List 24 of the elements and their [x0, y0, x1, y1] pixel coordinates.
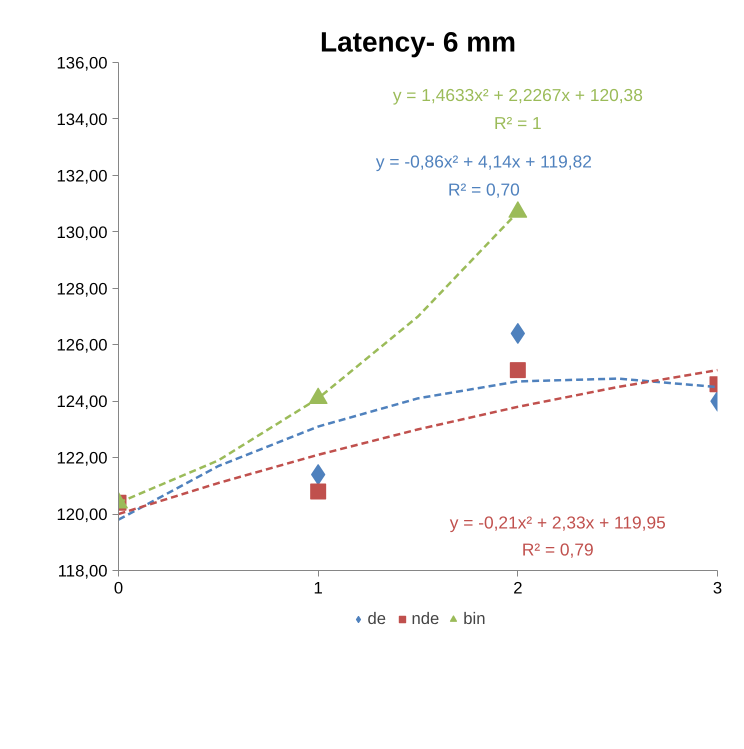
- legend-label: de: [367, 608, 388, 628]
- y-tick-label: 128,00: [56, 279, 108, 298]
- y-tick-label: 130,00: [56, 222, 108, 242]
- x-tick-label: 2: [513, 578, 522, 598]
- chart-title: Latency- 6 mm: [320, 26, 516, 58]
- y-tick-label: 118,00: [58, 562, 108, 580]
- annotation: y = -0,86x² + 4,14x + 119,82: [376, 151, 592, 172]
- annotation: R² = 0,70: [448, 180, 520, 200]
- y-tick-label: 126,00: [56, 336, 108, 355]
- legend-label: nde: [411, 608, 440, 628]
- y-tick-label: 134,00: [56, 110, 108, 129]
- y-tick-label: 124,00: [56, 392, 108, 412]
- x-tick-label: 0: [114, 578, 124, 598]
- annotation: R² = 0,79: [522, 539, 594, 560]
- y-tick-label: 136,00: [56, 54, 108, 72]
- y-tick-label: 122,00: [56, 448, 108, 468]
- y-tick-label: 120,00: [56, 505, 108, 524]
- legend-label: bin: [463, 608, 486, 628]
- annotation: y = -0,21x² + 2,33x + 119,95: [450, 512, 666, 533]
- y-tick-label: 132,00: [56, 166, 108, 186]
- annotation: R² = 1: [494, 113, 542, 134]
- x-tick-label: 3: [712, 578, 722, 598]
- annotation: y = 1,4633x² + 2,2267x + 120,38: [392, 84, 643, 105]
- x-tick-label: 1: [314, 578, 323, 598]
